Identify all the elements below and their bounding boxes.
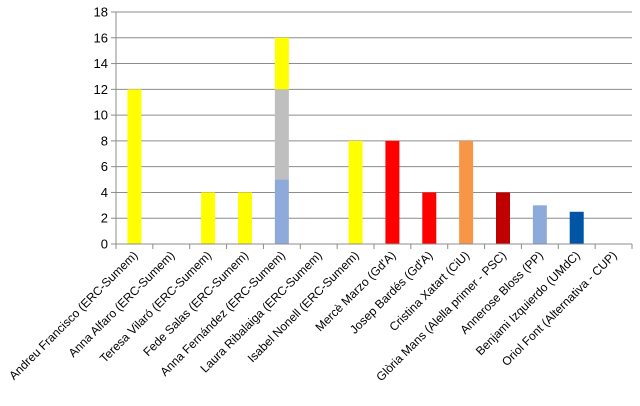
bar-segment [274, 37, 289, 90]
bar-segment [274, 89, 289, 180]
y-tick-label: 10 [94, 108, 108, 123]
y-tick-label: 4 [101, 185, 108, 200]
y-tick-label: 12 [94, 82, 108, 97]
y-axis-tick-labels: 0 2 4 6 8 10 12 14 16 18 [94, 5, 108, 252]
y-tick-label: 14 [94, 56, 108, 71]
bar-segment [201, 192, 216, 244]
bar-segment [127, 89, 142, 244]
y-tick-label: 8 [101, 133, 108, 148]
bar-segment [496, 192, 510, 244]
bar-series [127, 37, 584, 244]
y-tick-label: 6 [101, 159, 108, 174]
bar-segment [274, 179, 289, 244]
bar-segment [238, 192, 252, 244]
x-axis-category-labels: Andreu Francisco (ERC-Sumem)Anna Alfaro … [6, 248, 620, 384]
y-tick-label: 0 [101, 237, 108, 252]
bar-segment [348, 140, 363, 244]
y-tick-label: 2 [101, 211, 108, 226]
axes [111, 11, 633, 249]
bar-segment [532, 205, 547, 244]
y-tick-label: 18 [94, 5, 108, 20]
bar-segment [385, 140, 400, 244]
bar-segment [459, 140, 474, 244]
y-tick-label: 16 [94, 30, 108, 45]
gridlines [116, 11, 632, 219]
bar-segment [422, 192, 437, 244]
bar-segment [569, 211, 584, 244]
x-category-label: Andreu Francisco (ERC-Sumem) [6, 248, 140, 382]
